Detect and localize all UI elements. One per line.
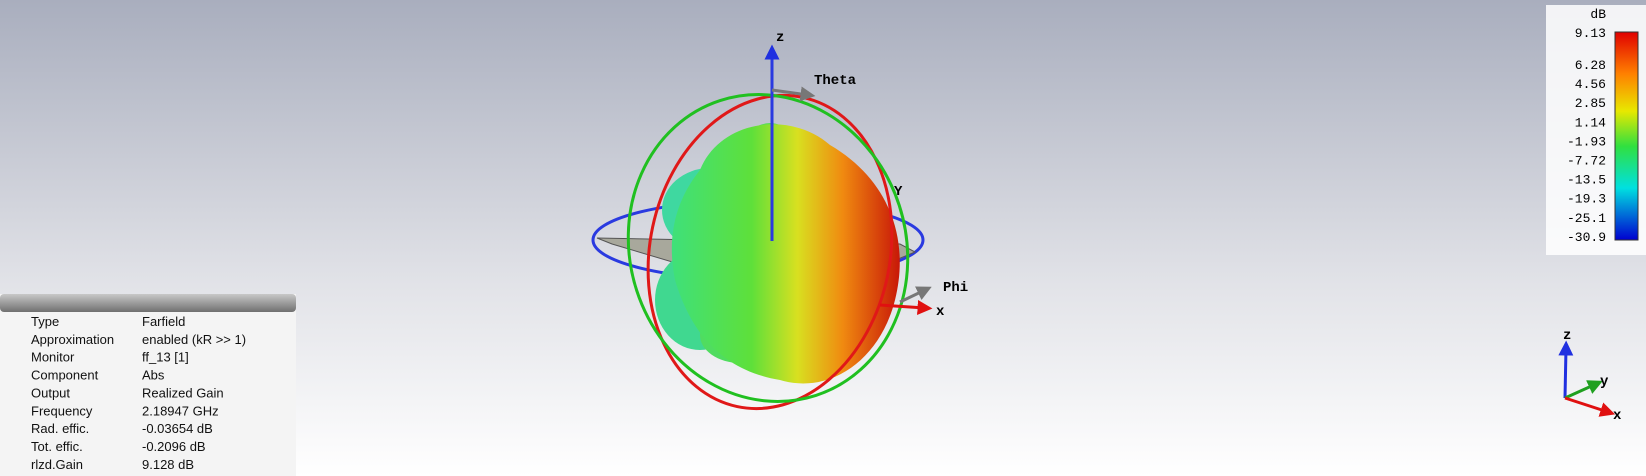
colorbar-tick-label: 9.13: [1575, 26, 1606, 41]
axis-triad: z y x: [1558, 328, 1622, 424]
info-value: enabled (kR >> 1): [142, 332, 246, 347]
info-panel-header: [0, 294, 296, 312]
colorbar-tick-label: 2.85: [1575, 96, 1606, 111]
triad-label: x: [1613, 408, 1622, 424]
phi-arrow: [899, 286, 932, 304]
colorbar-unit: dB: [1590, 7, 1606, 22]
axis-label: x: [936, 304, 945, 320]
colorbar-tick-label: -30.9: [1567, 230, 1606, 245]
info-key: Frequency: [31, 403, 93, 418]
axis-label: Theta: [814, 73, 857, 89]
x-axis: [879, 300, 933, 315]
info-key: Type: [31, 314, 59, 329]
colorbar-tick-label: -7.72: [1567, 154, 1606, 169]
colorbar-tick-label: -25.1: [1567, 211, 1606, 226]
info-value: Realized Gain: [142, 385, 224, 400]
info-value: ff_13 [1]: [142, 350, 189, 365]
triad-label: z: [1563, 328, 1571, 344]
main-lobe: [671, 124, 900, 384]
axis-label: Phi: [943, 280, 968, 296]
triad-z: [1558, 340, 1574, 399]
colorbar-tick-label: 4.56: [1575, 77, 1606, 92]
axis-label: Y: [894, 184, 903, 200]
info-panel-bg: [0, 294, 296, 476]
info-key: Rad. effic.: [31, 421, 89, 436]
info-panel: Type Farfield Approximation enabled (kR >> …: [0, 294, 296, 476]
colorbar: dB 9.13 6.28 4.56 2.85 1.14 -1.93 -7.72 -13.5 -1…: [1546, 5, 1646, 255]
info-value: -0.2096 dB: [142, 439, 206, 454]
ring: [626, 93, 910, 403]
info-value: -0.03654 dB: [142, 421, 213, 436]
triad-x: [1564, 396, 1616, 417]
info-key: Approximation: [31, 332, 114, 347]
colorbar-tick-label: -13.5: [1567, 173, 1606, 188]
triad-label: y: [1600, 374, 1609, 390]
farfield-pattern: z Theta Y Phi x: [591, 30, 968, 411]
info-key: Tot. effic.: [31, 439, 83, 454]
axis-label: z: [776, 30, 784, 46]
colorbar-tick-label: -1.93: [1567, 134, 1606, 149]
info-key: Component: [31, 368, 99, 383]
info-value: 2.18947 GHz: [142, 403, 219, 418]
info-key: Monitor: [31, 350, 75, 365]
triad-y: [1564, 380, 1603, 400]
info-key: rlzd.Gain: [31, 457, 83, 472]
info-value: 9.128 dB: [142, 457, 194, 472]
info-value: Farfield: [142, 314, 185, 329]
colorbar-bar: [1614, 31, 1639, 241]
colorbar-tick-label: -19.3: [1567, 192, 1606, 207]
theta-arrow: [771, 86, 816, 102]
colorbar-tick-label: 1.14: [1575, 115, 1606, 130]
info-value: Abs: [142, 368, 165, 383]
colorbar-tick-label: 6.28: [1575, 58, 1606, 73]
info-key: Output: [31, 385, 70, 400]
